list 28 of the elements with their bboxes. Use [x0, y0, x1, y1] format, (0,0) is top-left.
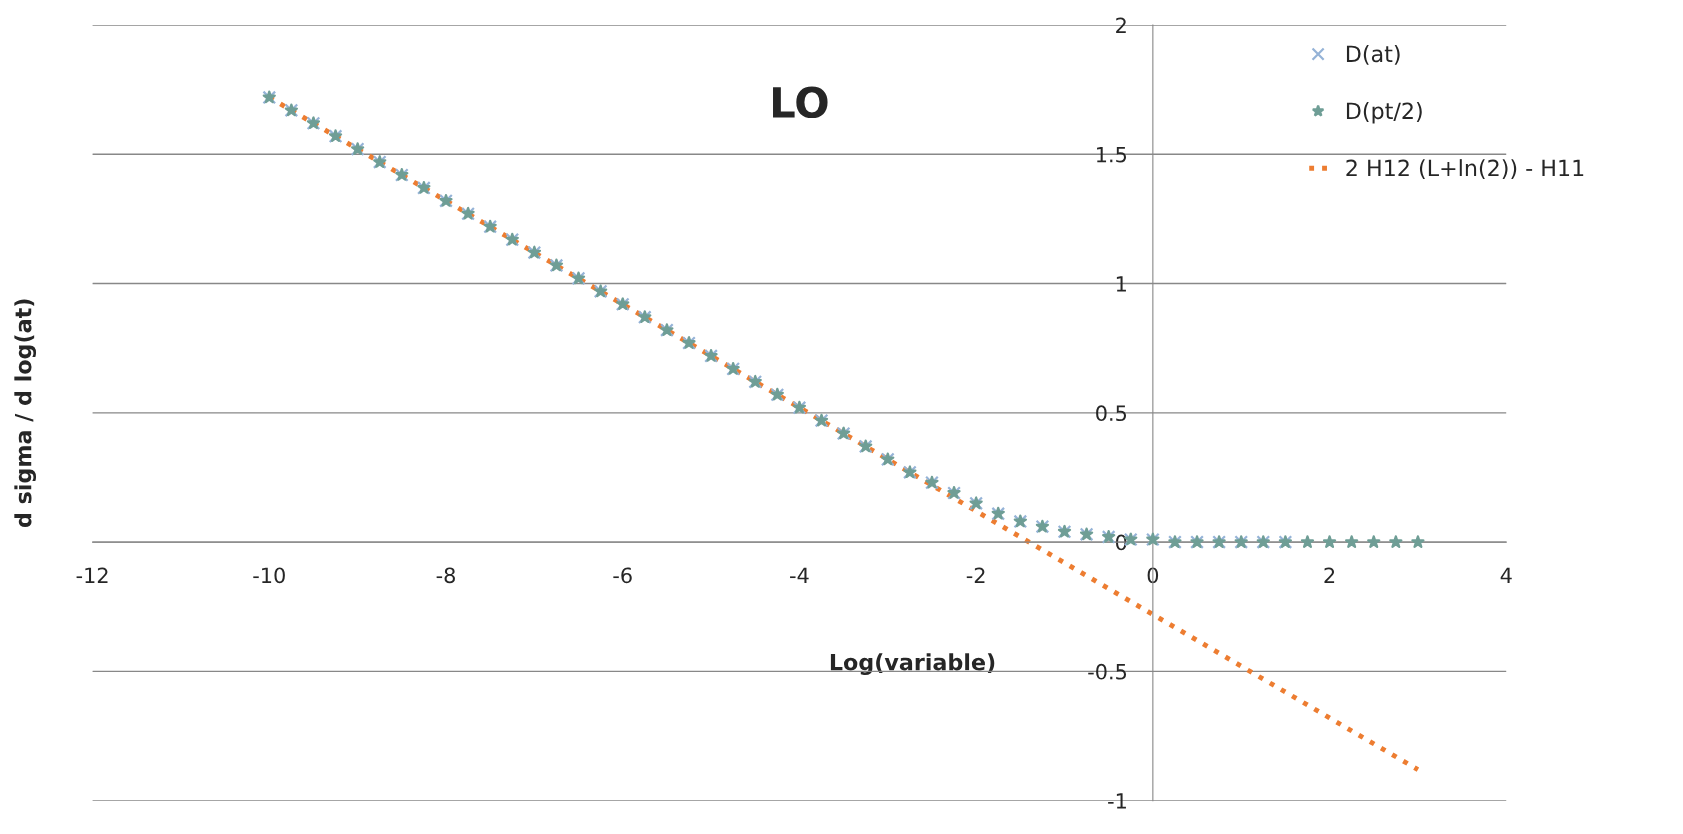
point: [1389, 535, 1403, 548]
y-tick-label: 1: [1116, 276, 1126, 292]
x-tick-label: 4: [1500, 567, 1512, 583]
y-tick-label: 0.5: [1096, 405, 1127, 422]
point: [1345, 535, 1359, 548]
y-tick-label: 0: [1115, 534, 1127, 551]
point: [1367, 535, 1381, 548]
legend-label: 2 H12 (L+ln(2)) - H11: [1346, 159, 1584, 179]
y-tick-label: -1: [1108, 793, 1126, 809]
y-tick-label: -0.5: [1088, 663, 1127, 680]
y-tick-label: 1.5: [1097, 147, 1127, 163]
point: [1411, 535, 1425, 548]
x-axis-title: Log(variable): [830, 653, 995, 675]
x-tick-label: -4: [790, 567, 809, 583]
legend-label: D(at): [1346, 45, 1400, 65]
point: [1300, 535, 1315, 548]
x-tick-label: -10: [253, 567, 285, 584]
x-tick-label: -8: [436, 567, 455, 584]
x-tick-label: -2: [966, 567, 985, 583]
point: [1322, 535, 1337, 548]
y-axis-title: d sigma / d log(at): [14, 299, 37, 528]
x-tick-label: 0: [1147, 567, 1159, 584]
text: LO: [773, 86, 828, 119]
x-tick-label: -6: [613, 567, 632, 584]
x-tick-label: 2: [1324, 567, 1335, 583]
legend-label: D(pt/2): [1346, 102, 1422, 124]
x-tick-label: -12: [76, 567, 108, 583]
y-tick-label: 2: [1116, 17, 1126, 33]
